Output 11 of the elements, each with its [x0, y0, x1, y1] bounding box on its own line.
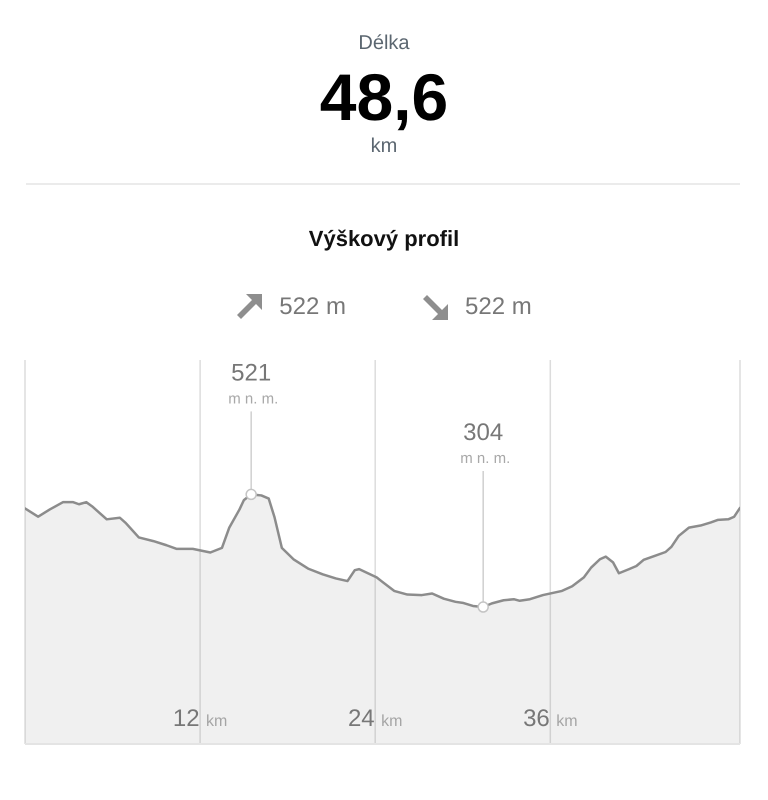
x-tick-label: 24 km [348, 705, 402, 732]
text: Délka [358, 32, 410, 54]
text: 522 m [465, 293, 532, 320]
text: km [370, 135, 398, 157]
data-label: 521 m n. m. [228, 359, 278, 408]
chart-title: Výškový profil [308, 226, 460, 251]
text: 522 m [279, 293, 346, 320]
text: 48,6 [320, 60, 448, 134]
x-tick-label: 36 km [523, 705, 578, 732]
data-label: 304 m n. m. [460, 419, 510, 468]
x-tick-label: 12 km [172, 705, 228, 732]
